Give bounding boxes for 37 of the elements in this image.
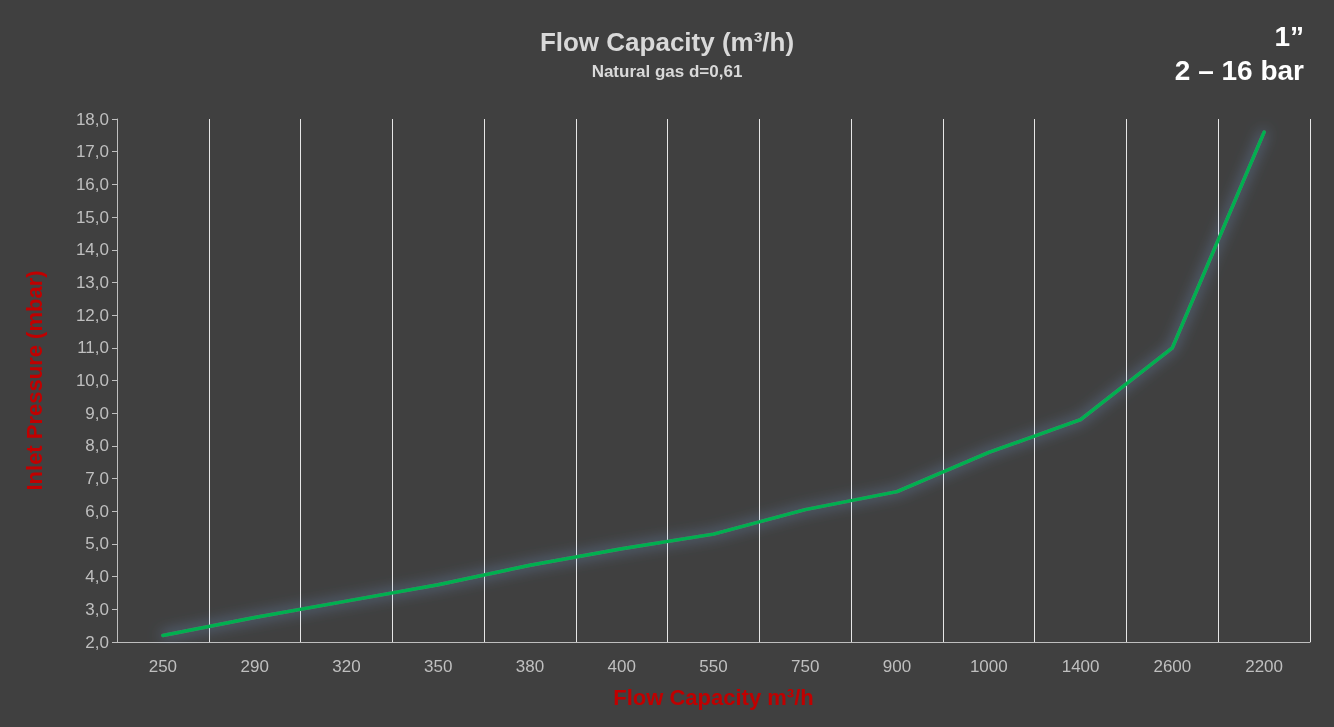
x-tick-label: 290 xyxy=(240,657,269,676)
x-tick-label: 1400 xyxy=(1061,657,1100,676)
x-tick-label: 2600 xyxy=(1153,657,1192,676)
y-tick-label: 18,0 xyxy=(75,109,109,129)
chart-title: Flow Capacity (m³/h) xyxy=(539,27,795,57)
y-tick-label: 14,0 xyxy=(75,240,109,260)
y-tick-label: 7,0 xyxy=(85,469,109,489)
y-tick-label: 10,0 xyxy=(75,371,109,390)
y-tick-label: 6,0 xyxy=(85,501,109,521)
y-tick-label: 4,0 xyxy=(85,567,109,587)
text: 1” xyxy=(1274,20,1304,52)
y-axis-title: Inlet Pressure (mbar) xyxy=(21,270,47,491)
y-tick-label: 15,0 xyxy=(75,207,109,227)
y-tick-label: 11,0 xyxy=(77,338,109,358)
y-tick-label: 16,0 xyxy=(75,174,109,194)
x-tick-label: 900 xyxy=(882,657,912,676)
y-tick-label: 13,0 xyxy=(75,272,109,292)
y-tick-label: 17,0 xyxy=(75,142,109,162)
x-tick-label: 320 xyxy=(332,657,361,676)
chart-subtitle: Natural gas d=0,61 xyxy=(591,62,743,81)
text: 2 – 16 bar xyxy=(1174,54,1305,86)
y-tick-label: 9,0 xyxy=(85,403,109,423)
y-tick-label: 12,0 xyxy=(75,305,109,325)
x-tick-label: 550 xyxy=(699,657,728,676)
line-series xyxy=(161,130,1266,638)
x-tick-label: 1000 xyxy=(969,657,1008,676)
x-tick-label: 400 xyxy=(607,657,636,676)
y-tick-label: 5,0 xyxy=(85,534,109,554)
x-tick-label: 2200 xyxy=(1245,657,1284,676)
y-tick-label: 3,0 xyxy=(85,599,109,619)
y-tick-label: 8,0 xyxy=(85,436,109,456)
x-tick-label: 380 xyxy=(515,657,545,676)
y-tick-label: 2,0 xyxy=(85,632,109,652)
x-tick-label: 250 xyxy=(148,657,178,676)
x-axis-title: Flow Capacity m³/h xyxy=(613,684,814,710)
x-tick-label: 350 xyxy=(424,657,453,676)
x-tick-label: 750 xyxy=(791,657,820,676)
